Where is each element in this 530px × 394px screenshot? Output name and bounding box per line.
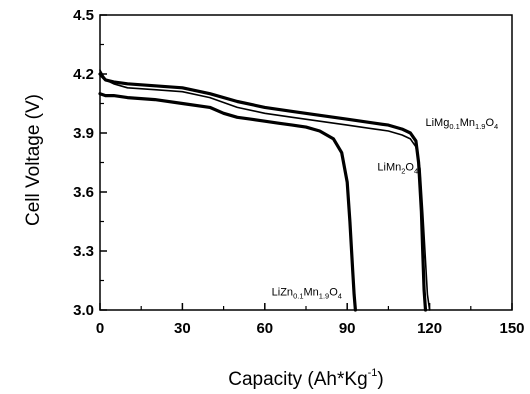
- tick-labels: 0 30 60 90 120 150 3.0 3.3 3.6 3.9 4.2 4.5: [73, 7, 524, 337]
- curve-label-part: 0.1: [293, 291, 303, 300]
- curve-label-part: LiZn: [272, 286, 293, 298]
- curve-label-part: 4: [494, 122, 498, 131]
- curve-label-part: LiMg: [425, 117, 449, 129]
- curve-label-part: Mn: [304, 286, 319, 298]
- y-tick-label: 4.5: [73, 7, 94, 24]
- y-tick-label: 3.6: [73, 184, 94, 201]
- plot-frame: [99, 14, 513, 311]
- curve-label-part: O: [405, 161, 414, 173]
- y-tick-label: 3.9: [73, 125, 94, 142]
- x-tick-label: 120: [417, 320, 442, 337]
- curve-label-part: 2: [401, 166, 405, 175]
- curve-label-limg0-1mn1-9o4: LiMg0.1Mn1.9O4: [425, 117, 498, 131]
- curve-label-lizn0-1mn1-9o4: LiZn0.1Mn1.9O4: [272, 286, 342, 300]
- curve-label-part: 1.9: [319, 291, 329, 300]
- curve-label-part: LiMn: [377, 161, 401, 173]
- curve-label-part: O: [485, 117, 494, 129]
- curve-label-part: Mn: [460, 117, 475, 129]
- y-axis-title: Cell Voltage (V): [23, 94, 44, 226]
- x-axis-title: Capacity (Ah*Kg-1): [228, 367, 384, 390]
- series-line-limn2o4: [99, 69, 431, 311]
- series-line-lizn0-1mn1-9o4: [98, 92, 357, 312]
- curve-label-part: 4: [338, 291, 342, 300]
- y-tick-label: 3.3: [73, 243, 94, 260]
- curve-label-part: 0.1: [449, 122, 459, 131]
- x-tick-label: 30: [174, 320, 191, 337]
- x-tick-label: 90: [339, 320, 356, 337]
- x-axis-title-sup: -1: [368, 367, 378, 379]
- curve-label-part: O: [329, 286, 338, 298]
- curve-label-limn2o4: LiMn2O4: [377, 161, 418, 175]
- y-tick-label: 4.2: [73, 66, 94, 83]
- curve-label-part: 1.9: [475, 122, 485, 131]
- curves: [98, 69, 431, 312]
- curve-label-part: 4: [414, 166, 418, 175]
- series-line-limg0-1mn1-9o4: [98, 72, 428, 312]
- axis-ticks: [99, 14, 513, 311]
- x-tick-label: 0: [96, 320, 104, 337]
- x-tick-label: 60: [256, 320, 273, 337]
- x-axis-title-close: ): [377, 369, 383, 390]
- x-tick-label: 150: [499, 320, 524, 337]
- x-axis-title-main: Capacity (Ah*Kg: [228, 369, 367, 390]
- y-tick-label: 3.0: [73, 302, 94, 319]
